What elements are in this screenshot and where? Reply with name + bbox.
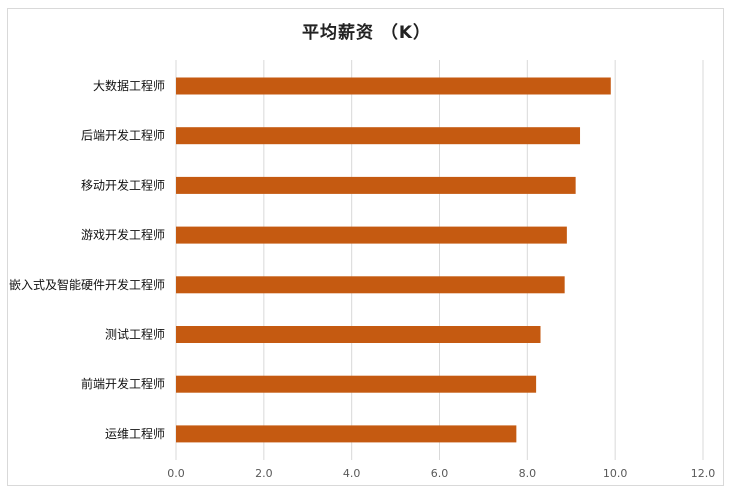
bars: [176, 77, 611, 443]
x-tick-label: 0.0: [167, 467, 185, 480]
category-label: 运维工程师: [105, 426, 165, 441]
bar: [176, 176, 576, 194]
bar: [176, 77, 611, 95]
chart-title: 平均薪资 （K）: [301, 23, 432, 43]
bar: [176, 226, 567, 244]
x-tick-label: 2.0: [255, 467, 273, 480]
x-tick-label: 4.0: [343, 467, 361, 480]
bar: [176, 425, 517, 443]
category-labels: 大数据工程师后端开发工程师移动开发工程师游戏开发工程师嵌入式及智能硬件开发工程师…: [9, 78, 165, 441]
x-tick-label: 6.0: [431, 467, 449, 480]
category-label: 前端开发工程师: [81, 376, 165, 391]
category-label: 嵌入式及智能硬件开发工程师: [9, 277, 165, 292]
bar: [176, 326, 541, 343]
grid-lines: [175, 60, 704, 460]
x-tick-label: 12.0: [691, 467, 716, 480]
category-label: 大数据工程师: [93, 78, 165, 93]
bar: [176, 375, 537, 393]
bar: [176, 127, 581, 145]
category-label: 后端开发工程师: [81, 128, 165, 143]
category-label: 移动开发工程师: [81, 177, 165, 192]
x-axis-tick-labels: 0.0 2.0 4.0 6.0 8.0 10.0 12.0: [167, 467, 715, 480]
x-tick-label: 10.0: [603, 467, 628, 480]
bar: [176, 276, 565, 294]
category-label: 测试工程师: [105, 327, 165, 342]
category-label: 游戏开发工程师: [81, 227, 165, 242]
x-tick-label: 8.0: [519, 467, 537, 480]
